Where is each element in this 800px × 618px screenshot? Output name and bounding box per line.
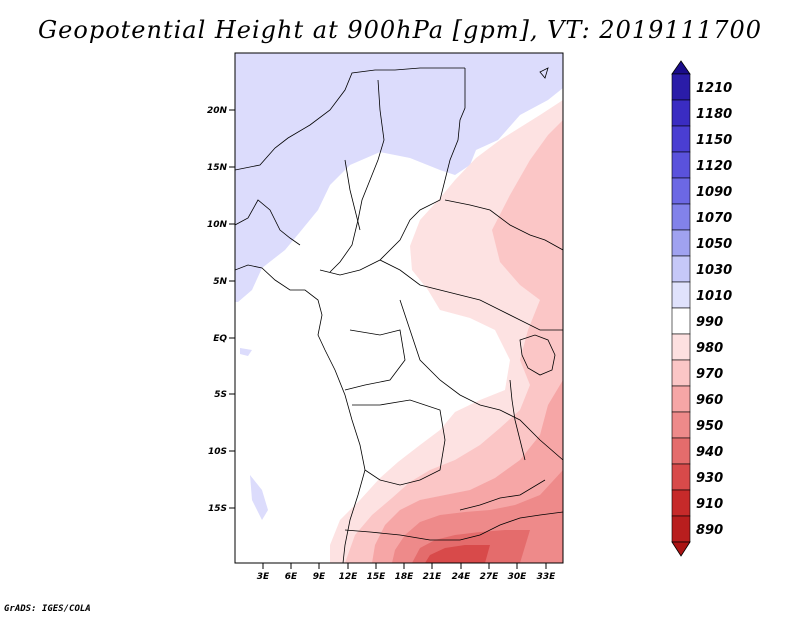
colorbar-label: 1050 [696, 237, 732, 252]
colorbar-label: 910 [696, 497, 723, 512]
colorbar-label: 960 [696, 393, 723, 408]
lat-label: EQ [213, 334, 227, 344]
borders [235, 67, 563, 563]
lat-label: 20N [207, 106, 228, 116]
colorbar-label: 980 [696, 341, 723, 356]
colorbar-segment [671, 281, 691, 309]
contour-fill-930 [425, 545, 490, 563]
colorbar-label: 1030 [696, 263, 732, 278]
colorbar-top-arrow [671, 60, 691, 75]
lon-label: 33E [537, 572, 557, 582]
colorbar-segment [671, 307, 691, 335]
colorbar-label: 970 [696, 367, 723, 382]
colorbar-segment [671, 437, 691, 465]
lon-label: 3E [257, 572, 270, 582]
lon-axis: 3E 6E 9E 12E 15E 18E 21E 24E 27E 30E 33E [257, 563, 556, 582]
lon-label: 6E [285, 572, 298, 582]
colorbar-label: 1120 [696, 159, 732, 174]
colorbar-label: 1010 [696, 289, 732, 304]
lat-label: 15S [208, 504, 227, 514]
colorbar-segment [671, 177, 691, 205]
colorbar-label: 1150 [696, 133, 732, 148]
colorbar-label: 1090 [696, 185, 732, 200]
colorbar-segment [671, 489, 691, 517]
map-title: Geopotential Height at 900hPa [gpm], VT:… [38, 16, 762, 44]
colorbar-segment [671, 385, 691, 413]
plot-frame [234, 52, 564, 564]
colorbar-label: 1210 [696, 81, 732, 96]
lon-label: 30E [508, 572, 528, 582]
colorbar-label: 930 [696, 471, 723, 486]
lat-axis: 20N 15N 10N 5N EQ 5S 10S 15S [207, 106, 235, 514]
lat-label: 15N [207, 163, 228, 173]
lon-label: 21E [423, 572, 443, 582]
footer-credit: GrADS: IGES/COLA [4, 604, 91, 614]
map-plot-area [235, 53, 563, 563]
colorbar-label: 1070 [696, 211, 732, 226]
lon-label: 18E [395, 572, 415, 582]
contour-fill-970 [345, 120, 563, 563]
colorbar-segment [671, 73, 691, 101]
colorbar-segment [671, 125, 691, 153]
colorbar-bottom-arrow [671, 541, 691, 557]
lat-label: 5N [213, 277, 227, 287]
colorbar-segment [671, 515, 691, 543]
contour-fill-1010 [235, 53, 563, 302]
lat-label: 10N [207, 220, 228, 230]
lon-label: 12E [339, 572, 359, 582]
colorbar-segment [671, 411, 691, 439]
colorbar-segment [671, 255, 691, 283]
lat-label: 10S [208, 447, 227, 457]
colorbar-segment [671, 463, 691, 491]
colorbar: 1210 1180 1150 1120 1090 1070 1050 1030 … [671, 60, 732, 557]
lat-label: 5S [214, 390, 227, 400]
lon-label: 24E [452, 572, 472, 582]
colorbar-label: 1180 [696, 107, 732, 122]
lon-label: 27E [480, 572, 500, 582]
colorbar-label: 940 [696, 445, 723, 460]
colorbar-segment [671, 229, 691, 257]
colorbar-segment [671, 333, 691, 361]
colorbar-label: 950 [696, 419, 723, 434]
lon-label: 15E [367, 572, 387, 582]
colorbar-segment [671, 99, 691, 127]
colorbar-segment [671, 151, 691, 179]
colorbar-segment [671, 359, 691, 387]
colorbar-label: 890 [696, 523, 723, 538]
colorbar-segment [671, 203, 691, 231]
colorbar-label: 990 [696, 315, 723, 330]
lon-label: 9E [313, 572, 326, 582]
